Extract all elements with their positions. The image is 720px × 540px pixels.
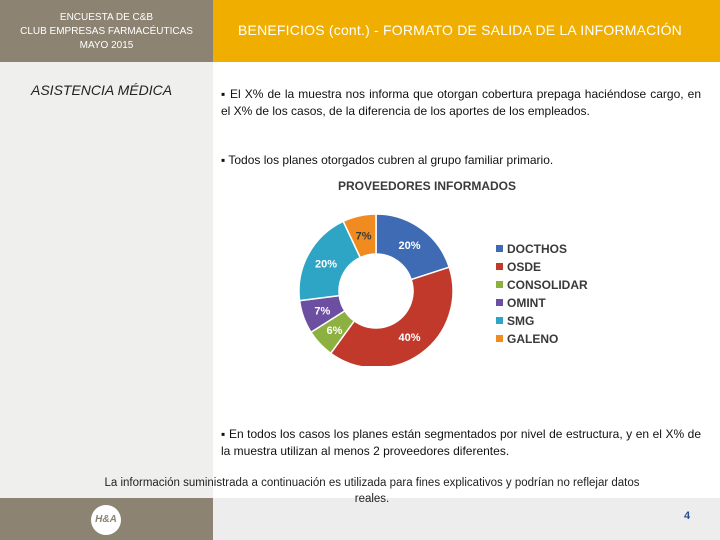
paragraph-segmentation: ▪ En todos los casos los planes están se… bbox=[221, 427, 701, 458]
survey-date: MAYO 2015 bbox=[79, 40, 134, 51]
title-bar: BENEFICIOS (cont.) - FORMATO DE SALIDA D… bbox=[213, 0, 720, 62]
slice-label-docthos: 20% bbox=[398, 240, 420, 252]
slice-label-consolidar: 6% bbox=[326, 325, 342, 337]
survey-title-line1: ENCUESTA DE C&B bbox=[59, 12, 154, 23]
survey-title-line2: CLUB EMPRESAS FARMACÉUTICAS bbox=[20, 26, 193, 37]
slide-title: BENEFICIOS (cont.) - FORMATO DE SALIDA D… bbox=[238, 22, 682, 38]
footer-band bbox=[213, 498, 720, 540]
chart-title: PROVEEDORES INFORMADOS bbox=[338, 179, 517, 193]
legend-swatch-osde bbox=[496, 263, 503, 270]
legend-label-consolidar: CONSOLIDAR bbox=[507, 278, 588, 292]
providers-donut-chart: 20% 40% 6% 7% 20% 7% DOCTHOS OSDE CONSOLIDAR OMIN… bbox=[298, 213, 588, 366]
slice-label-smg: 20% bbox=[315, 259, 337, 271]
slice-label-galeno: 7% bbox=[356, 230, 372, 242]
legend-label-osde: OSDE bbox=[507, 260, 541, 274]
paragraph-family-group: ▪ Todos los planes otorgados cubren al g… bbox=[221, 153, 554, 167]
legend-label-docthos: DOCTHOS bbox=[507, 242, 567, 256]
legend-label-omint: OMINT bbox=[507, 296, 546, 310]
slice-galeno bbox=[342, 213, 377, 259]
legend-label-galeno: GALENO bbox=[507, 332, 558, 346]
paragraph-coverage: ▪ El X% de la muestra nos informa que ot… bbox=[221, 87, 701, 118]
company-logo: H&A bbox=[91, 505, 121, 535]
legend-swatch-omint bbox=[496, 299, 503, 306]
disclaimer: La información suministrada a continuaci… bbox=[60, 475, 684, 507]
survey-header: ENCUESTA DE C&B CLUB EMPRESAS FARMACÉUTI… bbox=[0, 0, 213, 62]
legend-swatch-galeno bbox=[496, 335, 503, 342]
legend-label-smg: SMG bbox=[507, 314, 534, 328]
section-label: ASISTENCIA MÉDICA bbox=[31, 82, 173, 98]
legend-swatch-docthos bbox=[496, 245, 503, 252]
sidebar bbox=[0, 62, 213, 540]
slice-label-osde: 40% bbox=[398, 332, 420, 344]
slice-label-omint: 7% bbox=[314, 305, 330, 317]
page-number: 4 bbox=[684, 510, 691, 522]
disclaimer-line1: La información suministrada a continuaci… bbox=[104, 477, 640, 489]
legend-swatch-smg bbox=[496, 317, 503, 324]
legend-swatch-consolidar bbox=[496, 281, 503, 288]
slice-osde bbox=[329, 266, 454, 366]
disclaimer-line2: reales. bbox=[354, 493, 390, 505]
